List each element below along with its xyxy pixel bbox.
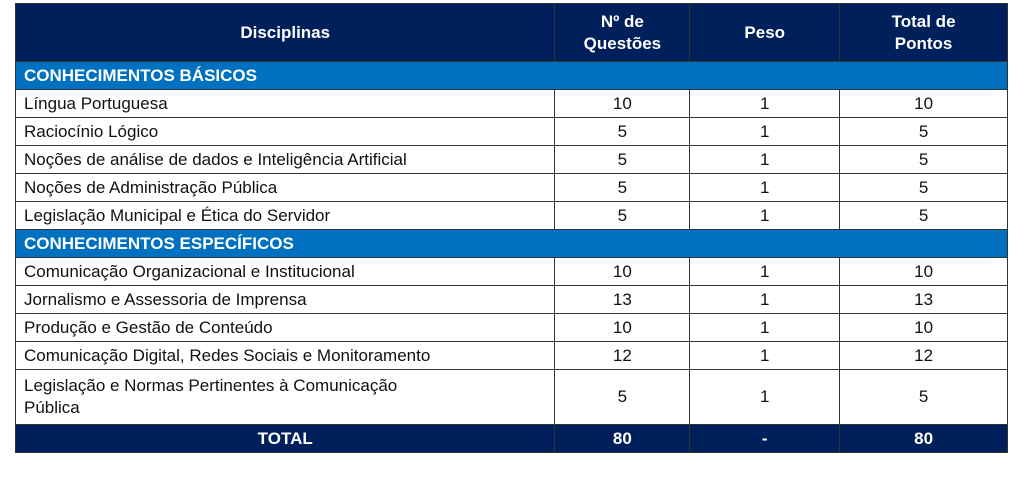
discipline-name: Comunicação Organizacional e Institucion… [14, 257, 556, 286]
table-row: Raciocínio Lógico 5 1 5 [14, 117, 1008, 146]
total-weight: - [689, 424, 841, 453]
discipline-name: Legislação Municipal e Ética do Servidor [14, 201, 556, 230]
total-points: 5 [839, 145, 1008, 174]
discipline-name: Língua Portuguesa [14, 89, 556, 118]
weight: 1 [689, 257, 841, 286]
discipline-name: Jornalismo e Assessoria de Imprensa [14, 285, 556, 314]
total-points: 5 [839, 369, 1008, 425]
total-points: 80 [839, 424, 1008, 453]
weight: 1 [689, 89, 841, 118]
weight: 1 [689, 369, 841, 425]
weight: 1 [689, 313, 841, 342]
total-questions: 80 [554, 424, 691, 453]
questions-count: 5 [554, 369, 691, 425]
discipline-name: Raciocínio Lógico [14, 117, 556, 146]
header-peso: Peso [689, 3, 841, 62]
weight: 1 [689, 145, 841, 174]
weight: 1 [689, 285, 841, 314]
section-title: CONHECIMENTOS ESPECÍFICOS [15, 229, 1008, 258]
questions-count: 5 [554, 145, 691, 174]
total-points: 5 [839, 173, 1008, 202]
table-row: Língua Portuguesa 10 1 10 [14, 89, 1008, 118]
questions-count: 5 [554, 173, 691, 202]
total-points: 5 [839, 201, 1008, 230]
table-row: Noções de análise de dados e Inteligênci… [14, 145, 1008, 174]
section-title: CONHECIMENTOS BÁSICOS [15, 61, 1008, 90]
total-points: 10 [839, 257, 1008, 286]
questions-count: 10 [554, 257, 691, 286]
exam-table: Disciplinas Nº de Questões Peso Total de P… [14, 3, 1008, 453]
weight: 1 [689, 201, 841, 230]
questions-count: 5 [554, 201, 691, 230]
questions-count: 13 [554, 285, 691, 314]
discipline-name: Comunicação Digital, Redes Sociais e Mon… [14, 341, 556, 370]
discipline-name: Noções de análise de dados e Inteligênci… [14, 145, 556, 174]
discipline-name: Produção e Gestão de Conteúdo [14, 313, 556, 342]
header-row: Disciplinas Nº de Questões Peso Total de P… [14, 3, 1008, 62]
total-points: 10 [839, 313, 1008, 342]
questions-count: 5 [554, 117, 691, 146]
discipline-name: Legislação e Normas Pertinentes à Comuni… [14, 369, 556, 425]
weight: 1 [689, 341, 841, 370]
table-row: Legislação e Normas Pertinentes à Comuni… [14, 369, 1008, 425]
table-row: Comunicação Organizacional e Institucion… [14, 257, 1008, 286]
table-row: Noções de Administração Pública 5 1 5 [14, 173, 1008, 202]
table-row: Produção e Gestão de Conteúdo 10 1 10 [14, 313, 1008, 342]
total-points: 10 [839, 89, 1008, 118]
weight: 1 [689, 117, 841, 146]
header-total: Total de Pontos [839, 3, 1008, 62]
table-row: Comunicação Digital, Redes Sociais e Mon… [14, 341, 1008, 370]
total-label: TOTAL [14, 424, 556, 453]
weight: 1 [689, 173, 841, 202]
section-row: CONHECIMENTOS ESPECÍFICOS [15, 229, 1008, 258]
header-questoes: Nº de Questões [554, 3, 691, 62]
table-row: Legislação Municipal e Ética do Servidor… [14, 201, 1008, 230]
table-row: Jornalismo e Assessoria de Imprensa 13 1… [14, 285, 1008, 314]
total-row: TOTAL 80 - 80 [14, 424, 1008, 453]
questions-count: 10 [554, 313, 691, 342]
total-points: 12 [839, 341, 1008, 370]
questions-count: 12 [554, 341, 691, 370]
header-disciplinas: Disciplinas [14, 3, 556, 62]
total-points: 5 [839, 117, 1008, 146]
questions-count: 10 [554, 89, 691, 118]
total-points: 13 [839, 285, 1008, 314]
section-row: CONHECIMENTOS BÁSICOS [15, 61, 1008, 90]
discipline-name: Noções de Administração Pública [14, 173, 556, 202]
